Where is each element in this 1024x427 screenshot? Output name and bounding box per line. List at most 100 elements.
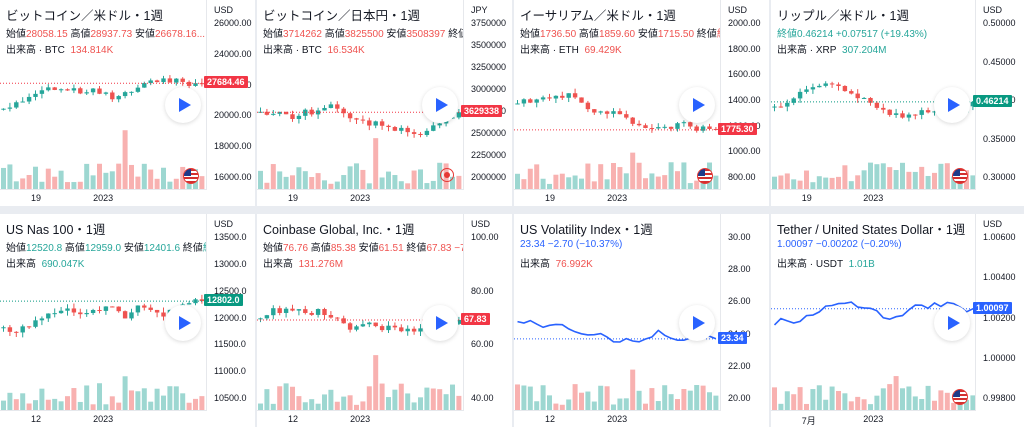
time-axis[interactable]: 7月 2023 — [771, 410, 976, 427]
price-axis[interactable]: USD0.500000.450000.400000.350000.300000.… — [973, 0, 1024, 206]
volume-bar — [283, 176, 289, 190]
play-button[interactable] — [934, 87, 970, 123]
candle — [290, 110, 295, 122]
symbol-title[interactable]: US Nas 100・1週 — [6, 223, 106, 237]
chart-panel[interactable]: US Nas 100・1週始値12520.8 高値12959.0 安値12401… — [0, 214, 255, 427]
time-axis[interactable]: 19 2023 — [514, 189, 721, 206]
ohlc-legend: 始値12520.8 高値12959.0 安値12401.6 終値終値1... — [6, 243, 237, 254]
candle — [174, 78, 179, 86]
volume-bar — [874, 164, 880, 190]
price-tick: 11000.0 — [214, 366, 246, 377]
price-chart[interactable] — [514, 214, 721, 411]
chart-panel[interactable]: ビットコイン／米ドル・1週 始値28058.15 高値28937.73 安値266… — [0, 0, 255, 206]
volume-bar — [354, 404, 359, 411]
candle — [431, 122, 436, 132]
volume-bar — [662, 175, 668, 190]
play-button[interactable] — [165, 304, 201, 341]
volume-bar — [547, 183, 552, 190]
volume-bar — [675, 399, 680, 411]
candle — [804, 85, 809, 94]
price-tick: 13000.0 — [214, 258, 247, 269]
candle — [46, 313, 51, 322]
volume-bar — [39, 181, 45, 190]
price-chart[interactable] — [0, 214, 207, 411]
price-line — [517, 319, 717, 343]
candle — [855, 89, 860, 103]
candle — [78, 86, 83, 95]
play-button[interactable] — [679, 304, 715, 341]
volume-bar — [277, 171, 283, 190]
candle — [122, 90, 128, 99]
volume-bar — [411, 402, 417, 411]
play-button[interactable] — [679, 87, 715, 123]
chart-panel[interactable]: Tether / United States Dollar・1週 1.00097 … — [771, 214, 1024, 427]
symbol-title[interactable]: ビットコイン／日本円・1週 — [263, 9, 420, 23]
volume-legend: 出来高 · BTC 16.534K — [263, 45, 365, 56]
time-tick: 19 — [288, 193, 299, 203]
time-axis[interactable]: 12 2023 — [0, 410, 207, 427]
candle — [630, 117, 635, 127]
time-axis[interactable]: 19 2023 — [257, 189, 464, 206]
price-axis[interactable]: USD2000.001800.001600.001400.001200.0010… — [718, 0, 769, 206]
candle — [1, 108, 6, 111]
symbol-title[interactable]: Coinbase Global, Inc.・1週 — [263, 223, 415, 237]
volume-bar — [26, 403, 32, 411]
volume-bar — [379, 177, 385, 190]
volume-bar — [1, 167, 6, 190]
time-axis[interactable]: 12 2023 — [514, 410, 721, 427]
time-axis[interactable]: 19 2023 — [771, 189, 976, 206]
symbol-title[interactable]: ビットコイン／米ドル・1週 — [6, 9, 163, 23]
price-axis[interactable]: JPY3750000350000032500003000000275000025… — [461, 0, 512, 206]
volume-bar — [90, 404, 96, 411]
candle — [52, 86, 57, 91]
candle — [906, 112, 912, 122]
last-price-badge: 27684.46 — [204, 76, 248, 89]
price-chart[interactable] — [771, 214, 976, 411]
volume-bar — [970, 175, 976, 190]
volume-bar — [65, 182, 70, 190]
chart-panel[interactable]: ビットコイン／日本円・1週 始値3714262 高値3825500 安値35083… — [257, 0, 512, 206]
volume-bar — [804, 170, 809, 190]
volume-bar — [258, 403, 263, 411]
play-button[interactable] — [934, 304, 970, 341]
play-button[interactable] — [165, 87, 201, 123]
chart-panel[interactable]: Coinbase Global, Inc.・1週 始値76.76 高値85.38 … — [257, 214, 512, 427]
price-axis[interactable]: USD26000.0024000.0022000.0020000.0018000… — [204, 0, 255, 206]
symbol-title[interactable]: Tether / United States Dollar・1週 — [777, 223, 966, 237]
price-chart[interactable] — [257, 214, 464, 411]
candle — [142, 81, 147, 88]
candle — [424, 128, 430, 137]
volume-bar — [649, 173, 655, 190]
volume-bar — [392, 175, 398, 190]
symbol-title[interactable]: イーサリアム／米ドル・1週 — [520, 9, 676, 23]
volume-bar — [630, 369, 636, 411]
symbol-title[interactable]: リップル／米ドル・1週 — [777, 9, 909, 23]
candle — [14, 331, 19, 337]
candle — [418, 324, 423, 336]
time-axis[interactable]: 12 2023 — [257, 410, 464, 427]
chart-panel[interactable]: リップル／米ドル・1週 終値0.46214 +0.07517 (+19.43%) 出… — [771, 0, 1024, 206]
symbol-title[interactable]: US Volatility Index・1週 — [520, 223, 653, 237]
candle — [328, 101, 334, 109]
price-axis[interactable]: USD 1.00600 1.00400 1.00200 1.00000 0.99800 1.… — [973, 214, 1024, 427]
time-axis[interactable]: 19 2023 — [0, 189, 207, 206]
price-tick: 22.00 — [728, 360, 751, 371]
play-button[interactable] — [422, 304, 458, 341]
play-button[interactable] — [422, 87, 458, 123]
candle — [925, 107, 931, 114]
price-tick: 26000.00 — [214, 18, 252, 28]
price-axis[interactable]: USD 100.00 80.00 60.00 40.00 67.83 — [461, 214, 512, 427]
price-tick: 11500.0 — [214, 339, 246, 350]
volume-bar — [129, 164, 134, 190]
time-tick: 2023 — [350, 414, 371, 424]
candle — [116, 306, 121, 313]
volume-bar — [906, 386, 912, 411]
price-axis[interactable]: USD 13500.0 13000.0 12500.0 12000.0 11500.0 11… — [204, 214, 255, 427]
candle — [71, 84, 77, 94]
candle — [277, 305, 282, 316]
chart-panel[interactable]: US Volatility Index・1週 23.34 −2.70 (−10.3… — [514, 214, 769, 427]
chart-panel[interactable]: イーサリアム／米ドル・1週 始値1736.50 高値1859.60 安値1715.… — [514, 0, 769, 206]
candle — [283, 111, 289, 115]
candle — [341, 107, 346, 118]
